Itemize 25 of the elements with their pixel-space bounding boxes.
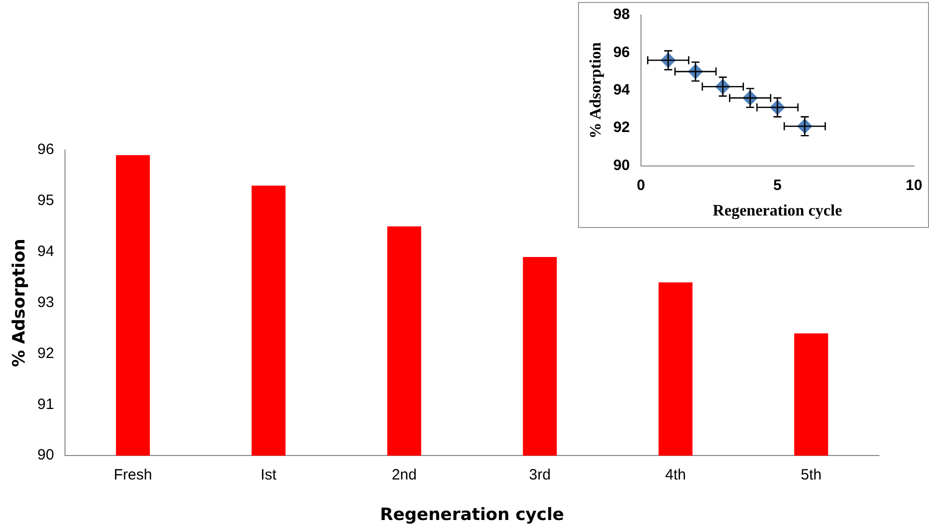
y-tick-label: 92: [37, 344, 54, 362]
y-tick-label: 93: [37, 294, 54, 311]
x-tick-label: 5th: [800, 466, 822, 484]
x-tick-label: 10: [906, 176, 922, 194]
y-tick-label: 95: [37, 192, 54, 210]
y-tick-label: 96: [613, 44, 630, 61]
x-tick-label: 4th: [665, 466, 686, 484]
y-tick-label: 90: [613, 156, 630, 174]
x-tick-label: 5: [773, 176, 782, 194]
y-tick-label: 94: [613, 82, 631, 99]
x-tick-label: 0: [636, 176, 646, 194]
y-tick-label: 94: [37, 243, 54, 260]
y-tick-label: 92: [613, 119, 630, 136]
y-axis-title: % Adsorption: [588, 42, 605, 139]
y-tick-label: 96: [37, 141, 54, 158]
x-tick-label: 2nd: [392, 466, 417, 484]
x-axis-title: Regeneration cycle: [712, 202, 842, 220]
x-tick-label: 3rd: [529, 466, 551, 484]
x-tick-label: Ist: [260, 466, 278, 484]
y-tick-label: 98: [613, 6, 630, 24]
y-axis-title: % Adsorption: [10, 238, 30, 367]
y-tick-label: 90: [37, 446, 54, 464]
y-tick-label: 91: [37, 396, 54, 413]
x-tick-label: Fresh: [114, 466, 152, 484]
x-axis-title: Regeneration cycle: [380, 505, 564, 526]
